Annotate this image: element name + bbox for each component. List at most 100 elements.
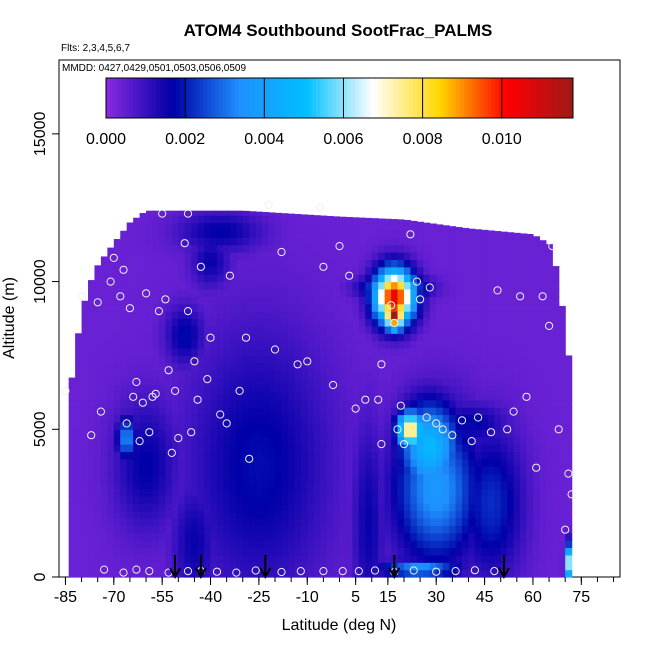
heatmap-cell — [481, 392, 489, 401]
heatmap-cell — [216, 540, 225, 549]
heatmap-cell — [532, 274, 540, 283]
heatmap-cell — [107, 288, 115, 297]
heatmap-cell — [178, 503, 186, 512]
heatmap-cell — [345, 407, 353, 416]
heatmap-cell — [229, 340, 237, 349]
heatmap-cell — [526, 547, 534, 556]
heatmap-cell — [146, 495, 154, 504]
heatmap-cell — [255, 510, 263, 519]
heatmap-cell — [242, 444, 250, 453]
heatmap-cell — [210, 370, 218, 379]
heatmap-cell — [178, 362, 186, 371]
heatmap-cell — [391, 444, 399, 453]
heatmap-cell — [526, 377, 534, 386]
heatmap-cell — [197, 436, 205, 445]
heatmap-cell — [262, 296, 270, 305]
heatmap-cell — [449, 259, 457, 268]
heatmap-cell — [384, 503, 392, 512]
heatmap-cell — [449, 377, 457, 386]
heatmap-cell — [416, 348, 424, 357]
heatmap-cell — [468, 362, 476, 371]
heatmap-cell — [507, 355, 515, 364]
heatmap-cell — [242, 288, 250, 297]
heatmap-cell — [184, 252, 192, 261]
heatmap-cell — [474, 311, 482, 320]
heatmap-cell — [107, 436, 115, 445]
heatmap-cell — [313, 510, 321, 519]
heatmap-cell — [165, 547, 173, 556]
heatmap-cell — [152, 562, 160, 571]
heatmap-cell — [468, 259, 476, 268]
heatmap-cell — [307, 503, 315, 512]
y-axis-label: Altitude (m) — [1, 277, 18, 359]
heatmap-cell — [197, 210, 205, 216]
heatmap-cell — [236, 392, 244, 401]
heatmap-cell — [423, 384, 431, 393]
heatmap-cell — [429, 510, 437, 519]
heatmap-cell — [371, 340, 379, 349]
heatmap-cell — [255, 473, 263, 482]
heatmap-cell — [197, 399, 205, 408]
heatmap-cell — [307, 547, 315, 556]
heatmap-cell — [165, 325, 173, 334]
heatmap-cell — [171, 259, 179, 268]
heatmap-cell — [416, 554, 424, 563]
heatmap-cell — [197, 229, 205, 238]
heatmap-cell — [552, 414, 560, 423]
heatmap-cell — [249, 222, 257, 231]
heatmap-cell — [242, 252, 250, 261]
heatmap-cell — [378, 348, 386, 357]
heatmap-cell — [100, 377, 108, 386]
heatmap-cell — [442, 259, 450, 268]
heatmap-cell — [513, 318, 521, 327]
heatmap-cell — [210, 510, 218, 519]
heatmap-cell — [442, 532, 450, 541]
heatmap-cell — [223, 215, 231, 224]
heatmap-cell — [333, 495, 341, 504]
sample-point — [145, 428, 154, 437]
heatmap-cell — [442, 384, 450, 393]
x-tick-label: 5 — [351, 589, 360, 606]
heatmap-cell — [371, 421, 379, 430]
heatmap-cell — [275, 266, 283, 275]
heatmap-cell — [436, 266, 444, 275]
heatmap-cell — [255, 362, 263, 371]
heatmap-cell — [410, 480, 418, 489]
heatmap-cell — [333, 473, 341, 482]
heatmap-cell — [307, 510, 315, 519]
heatmap-cell — [494, 311, 502, 320]
heatmap-cell — [307, 266, 315, 275]
heatmap-cell — [320, 384, 328, 393]
heatmap-cell — [494, 532, 502, 541]
heatmap-cell — [184, 517, 192, 526]
heatmap-cell — [352, 274, 360, 283]
heatmap-cell — [255, 414, 263, 423]
heatmap-cell — [268, 466, 276, 475]
heatmap-cell — [442, 266, 450, 275]
heatmap-cell — [294, 436, 302, 445]
heatmap-cell — [184, 348, 192, 357]
heatmap-cell — [249, 362, 257, 371]
heatmap-cell — [158, 281, 166, 290]
heatmap-cell — [146, 451, 154, 460]
heatmap-cell — [365, 429, 373, 438]
heatmap-cell — [449, 340, 457, 349]
heatmap-cell — [552, 303, 560, 312]
heatmap-cell — [539, 384, 547, 393]
heatmap-cell — [223, 377, 231, 386]
sample-point — [457, 416, 467, 425]
heatmap-cell — [410, 540, 418, 549]
heatmap-cell — [545, 517, 553, 526]
heatmap-cell — [513, 370, 521, 379]
heatmap-cell — [242, 318, 250, 327]
heatmap-cell — [152, 503, 160, 512]
heatmap-cell — [255, 458, 263, 467]
heatmap-cell — [107, 414, 115, 423]
heatmap-cell — [526, 362, 534, 371]
heatmap-cell — [365, 348, 373, 357]
heatmap-cell — [146, 510, 154, 519]
heatmap-cell — [94, 562, 102, 571]
heatmap-cell — [287, 325, 295, 334]
heatmap-cell — [229, 414, 237, 423]
heatmap-cell — [126, 444, 134, 453]
